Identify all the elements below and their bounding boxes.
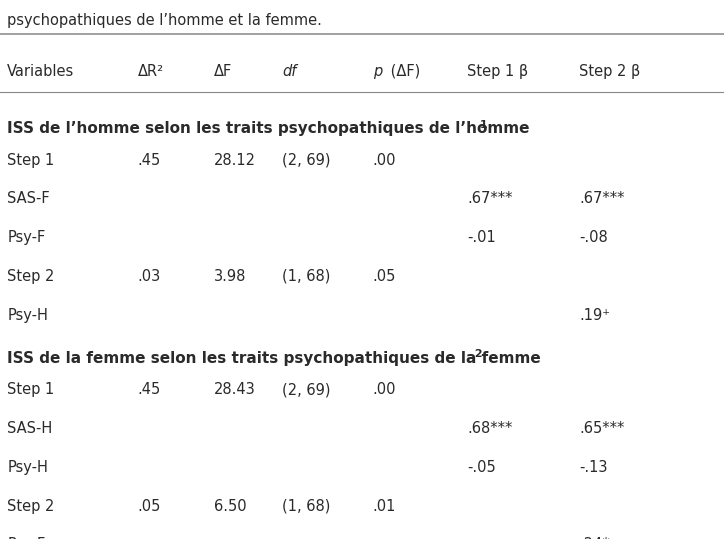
Text: Step 1 β: Step 1 β	[467, 64, 528, 79]
Text: Step 1: Step 1	[7, 153, 54, 168]
Text: .45: .45	[138, 153, 161, 168]
Text: SAS-F: SAS-F	[7, 191, 50, 206]
Text: (2, 69): (2, 69)	[282, 153, 331, 168]
Text: .01: .01	[373, 499, 396, 514]
Text: (ΔF): (ΔF)	[386, 64, 420, 79]
Text: Step 2: Step 2	[7, 269, 54, 284]
Text: -.13: -.13	[579, 460, 607, 475]
Text: .65***: .65***	[579, 421, 625, 436]
Text: Variables: Variables	[7, 64, 75, 79]
Text: ISS de l’homme selon les traits psychopathiques de l’homme: ISS de l’homme selon les traits psychopa…	[7, 121, 530, 136]
Text: -.01: -.01	[467, 230, 496, 245]
Text: Step 2 β: Step 2 β	[579, 64, 641, 79]
Text: 2: 2	[471, 349, 483, 360]
Text: (2, 69): (2, 69)	[282, 382, 331, 397]
Text: 28.12: 28.12	[214, 153, 256, 168]
Text: Step 2: Step 2	[7, 499, 54, 514]
Text: .05: .05	[138, 499, 161, 514]
Text: (1, 68): (1, 68)	[282, 499, 331, 514]
Text: Psy-F: Psy-F	[7, 230, 46, 245]
Text: Psy-H: Psy-H	[7, 308, 48, 323]
Text: 3.98: 3.98	[214, 269, 246, 284]
Text: .03: .03	[138, 269, 161, 284]
Text: SAS-H: SAS-H	[7, 421, 52, 436]
Text: -.08: -.08	[579, 230, 608, 245]
Text: .24*: .24*	[579, 537, 610, 539]
Text: .45: .45	[138, 382, 161, 397]
Text: .67***: .67***	[579, 191, 625, 206]
Text: 1: 1	[476, 120, 488, 130]
Text: Psy-F: Psy-F	[7, 537, 46, 539]
Text: ISS de la femme selon les traits psychopathiques de la femme: ISS de la femme selon les traits psychop…	[7, 351, 541, 366]
Text: 6.50: 6.50	[214, 499, 246, 514]
Text: .00: .00	[373, 153, 396, 168]
Text: .67***: .67***	[467, 191, 513, 206]
Text: .00: .00	[373, 382, 396, 397]
Text: p: p	[373, 64, 382, 79]
Text: .05: .05	[373, 269, 396, 284]
Text: psychopathiques de l’homme et la femme.: psychopathiques de l’homme et la femme.	[7, 13, 322, 29]
Text: ΔF: ΔF	[214, 64, 232, 79]
Text: df: df	[282, 64, 297, 79]
Text: Step 1: Step 1	[7, 382, 54, 397]
Text: (1, 68): (1, 68)	[282, 269, 331, 284]
Text: .68***: .68***	[467, 421, 513, 436]
Text: ΔR²: ΔR²	[138, 64, 164, 79]
Text: 28.43: 28.43	[214, 382, 256, 397]
Text: -.05: -.05	[467, 460, 496, 475]
Text: .19⁺: .19⁺	[579, 308, 610, 323]
Text: Psy-H: Psy-H	[7, 460, 48, 475]
